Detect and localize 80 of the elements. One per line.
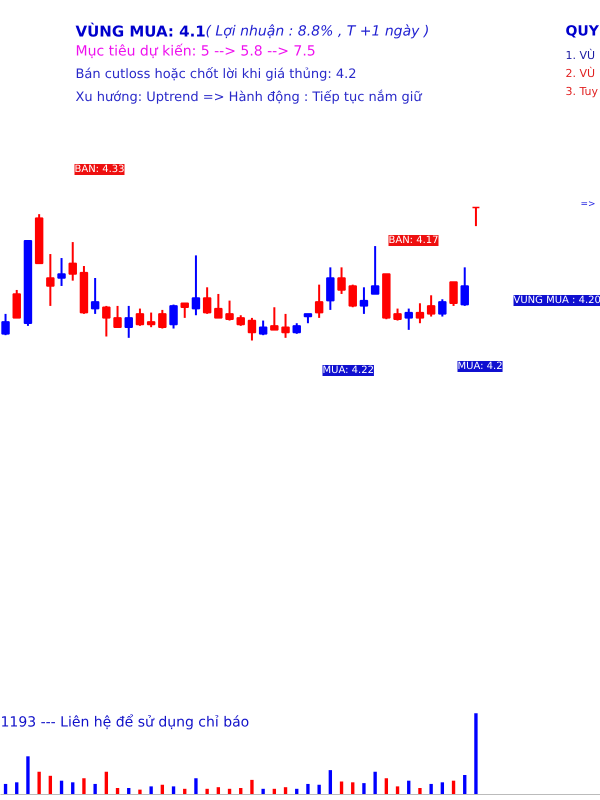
candlestick — [258, 320, 268, 336]
bar — [239, 788, 242, 794]
bar — [407, 780, 410, 794]
bar — [295, 788, 298, 794]
candlestick — [281, 312, 290, 339]
candlestick — [348, 284, 357, 308]
text: 3. Tuy — [566, 85, 599, 98]
candlestick — [248, 316, 256, 342]
bar — [205, 788, 209, 794]
bar — [160, 784, 164, 794]
candlestick — [113, 304, 122, 328]
bar — [373, 772, 377, 794]
bar — [15, 782, 18, 794]
candlestick — [46, 253, 55, 307]
text: => — [580, 200, 596, 210]
bar — [384, 778, 388, 794]
candlestick — [449, 280, 458, 307]
annotation: 1193 --- Liên hệ để sử dụng chỉ báo — [0, 714, 250, 730]
candlestick — [68, 241, 77, 282]
text: VÙNG MUA : 4.20 — [514, 293, 600, 306]
bar — [351, 782, 354, 794]
text: QUY — [566, 24, 600, 40]
candlestick — [57, 257, 66, 287]
bar — [71, 782, 74, 794]
candlestick — [158, 308, 167, 330]
candlestick — [12, 288, 21, 319]
text: BÁN: 4.33 — [74, 162, 124, 175]
bar — [261, 788, 265, 794]
candlestick — [404, 308, 413, 331]
candlestick — [270, 306, 279, 331]
bar — [440, 782, 444, 794]
bar — [317, 784, 321, 794]
text: MUA: 4.2 — [458, 361, 503, 372]
candlestick — [102, 304, 111, 338]
candlestick — [192, 254, 200, 316]
text: 2. VÙ — [566, 66, 596, 80]
bar — [127, 788, 130, 794]
bar — [149, 786, 153, 794]
candlestick — [370, 245, 380, 295]
candlestick — [124, 304, 133, 339]
candlestick — [292, 322, 301, 335]
candlestick — [236, 314, 245, 327]
candlestick — [225, 300, 234, 322]
bar — [328, 770, 332, 794]
candlestick — [426, 294, 436, 318]
text: 1. VÙ — [566, 48, 596, 62]
bar — [93, 784, 97, 794]
candlestick — [393, 308, 402, 322]
candlestick — [136, 308, 144, 327]
bar — [463, 774, 466, 794]
text: Bán cutloss hoặc chốt lời khi giá thủng: 4.2 — [76, 67, 357, 82]
candlestick — [202, 286, 212, 315]
bar — [48, 776, 52, 794]
text: MUA: 4.22 — [322, 365, 374, 376]
candlestick — [169, 304, 178, 330]
candlestick — [438, 298, 447, 318]
candlestick — [1, 312, 10, 336]
text: Mục tiêu dự kiến: 5 --> 5.8 --> 7.5 — [76, 44, 316, 60]
candlestick — [214, 292, 223, 319]
candlestick — [416, 302, 424, 324]
bar — [183, 788, 186, 794]
candlestick — [180, 302, 189, 319]
candlestick — [314, 284, 324, 319]
annotation: BÁN: 4.17 — [388, 233, 438, 246]
candlestick — [304, 312, 312, 324]
bar — [216, 787, 220, 794]
candlestick — [146, 312, 156, 328]
candlestick — [326, 266, 335, 311]
candlestick — [472, 206, 480, 228]
bar — [104, 772, 108, 794]
text: Xu hướng: Uptrend => Hành động : Tiếp tục nắm giữ — [76, 89, 422, 105]
chart-title: VÙNG MUA: 4.1 — [76, 22, 206, 40]
bar — [429, 784, 433, 794]
candlestick — [360, 286, 368, 315]
bar — [272, 788, 276, 794]
chart-subtitle: ( Lợi nhuận : 8.8% , T +1 ngày ) — [206, 24, 430, 40]
candlestick — [337, 266, 346, 295]
candlestick — [460, 266, 469, 307]
candlestick — [90, 276, 100, 315]
bar — [37, 772, 41, 794]
